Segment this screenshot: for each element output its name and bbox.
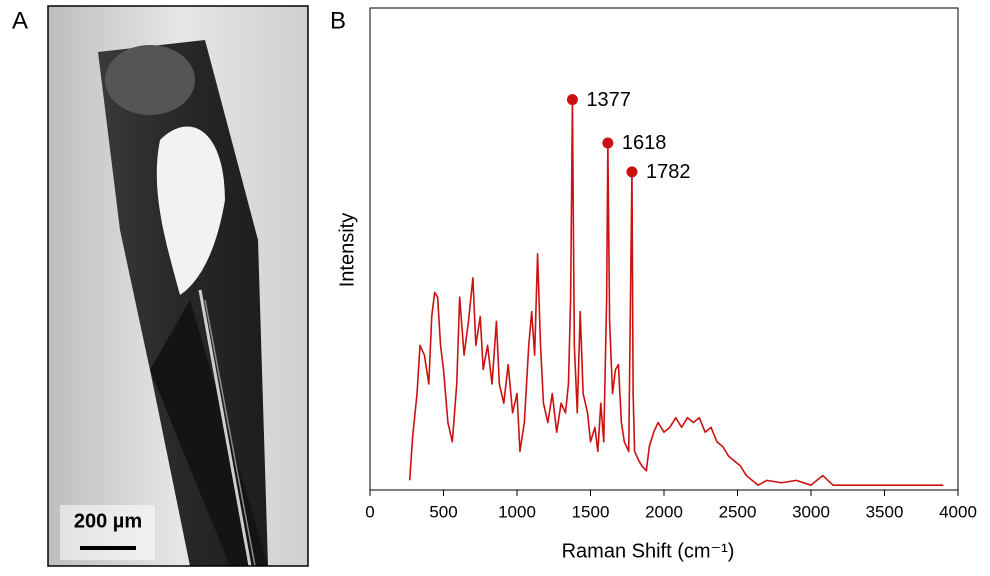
peak-marker	[602, 137, 614, 149]
x-tick-label: 3500	[866, 502, 904, 521]
peak-marker	[566, 94, 578, 106]
peak-label: 1377	[586, 89, 631, 111]
plot-frame	[369, 7, 959, 491]
y-axis-label: Intensity	[336, 213, 358, 287]
x-tick-label: 3000	[792, 502, 830, 521]
peak-label: 1782	[646, 161, 691, 183]
panel-label: B	[330, 7, 346, 34]
peak-label: 1618	[622, 132, 667, 154]
x-tick-label: 2000	[645, 502, 683, 521]
x-tick-label: 500	[429, 502, 457, 521]
panel-frame	[47, 5, 309, 567]
scale-bar-bg	[60, 505, 155, 560]
peak-marker	[626, 166, 638, 178]
spectrum-line	[408, 98, 944, 486]
x-tick-label: 2500	[719, 502, 757, 521]
x-tick-label: 0	[365, 502, 374, 521]
x-tick-label: 1500	[572, 502, 610, 521]
x-axis-label: Raman Shift (cm⁻¹)	[562, 540, 735, 562]
x-tick-label: 1000	[498, 502, 536, 521]
micrograph	[48, 6, 308, 566]
scale-bar-label: 200 µm	[74, 510, 142, 532]
x-tick-label: 4000	[939, 502, 977, 521]
panel-label: A	[12, 7, 28, 34]
